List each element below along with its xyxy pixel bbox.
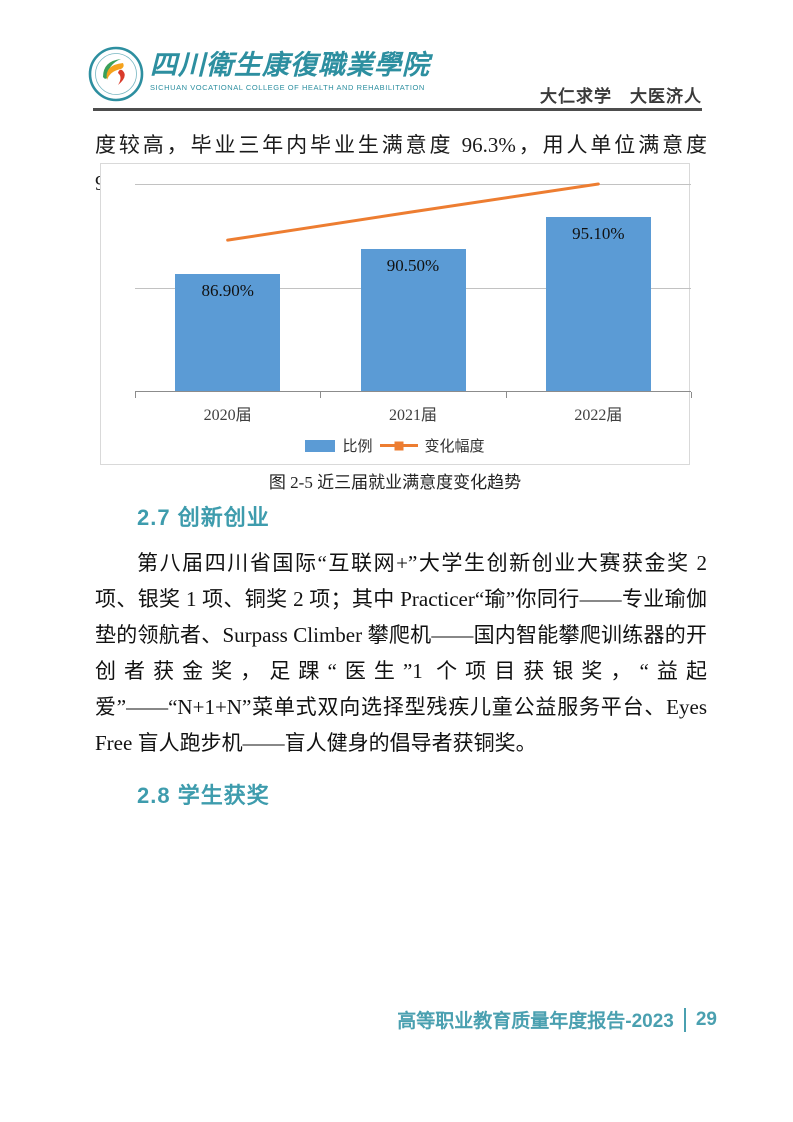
- college-name-en: SICHUAN VOCATIONAL COLLEGE OF HEALTH AND…: [150, 83, 425, 92]
- college-name-block: 四川衛生康復職業學院 SICHUAN VOCATIONAL COLLEGE OF…: [150, 46, 430, 92]
- section-heading-2-8: 2.8 学生获奖: [137, 783, 270, 808]
- bar-data-label: 90.50%: [386, 255, 440, 275]
- chart-legend: 比例 变化幅度: [101, 435, 689, 456]
- legend-line-marker-icon: [379, 441, 418, 450]
- section-2-7-body: 第八届四川省国际“互联网+”大学生创新创业大赛获金奖 2 项、银奖 1 项、铜奖…: [95, 551, 707, 755]
- x-axis-label-2021届: 2021届: [388, 407, 437, 424]
- legend-label-change: 变化幅度: [424, 439, 485, 455]
- footer-report-title: 高等职业教育质量年度报告-2023: [397, 1011, 674, 1032]
- figure-caption: 图 2-5 近三届就业满意度变化趋势: [268, 473, 522, 492]
- college-name-zh: 四川衛生康復職業學院: [150, 50, 430, 80]
- legend-label-ratio: 比例: [342, 439, 373, 455]
- bar-data-label: 95.10%: [572, 223, 625, 243]
- college-emblem-icon: [88, 46, 144, 102]
- bar-data-label: 86.90%: [201, 280, 254, 300]
- college-logo: 四川衛生康復職業學院 SICHUAN VOCATIONAL COLLEGE OF…: [88, 46, 430, 102]
- x-axis-tick: [320, 392, 322, 398]
- page-footer: 高等职业教育质量年度报告-2023 29: [397, 1006, 717, 1033]
- bar-2020届: 86.90%: [175, 273, 281, 391]
- trend-line: [226, 182, 600, 242]
- x-axis-tick: [505, 392, 507, 398]
- header-rule: [93, 108, 702, 111]
- footer-divider: [683, 1007, 686, 1032]
- x-axis-label-2022届: 2022届: [574, 407, 623, 424]
- satisfaction-trend-chart: 86.90% 90.50% 95.10% 2020届 2021届 2022届 比例 变化…: [100, 163, 692, 465]
- footer-page-number: 29: [695, 1008, 717, 1030]
- x-axis-tick: [135, 392, 136, 398]
- x-axis-tick: [691, 392, 692, 398]
- x-axis-label-2020届: 2020届: [203, 407, 252, 424]
- gridline-100: [135, 184, 691, 185]
- section-heading-2-7: 2.7 创新创业: [137, 505, 270, 530]
- bar-2022届: 95.10%: [545, 216, 651, 391]
- bar-2021届: 90.50%: [360, 248, 466, 391]
- college-motto: 大仁求学 大医济人: [540, 87, 702, 106]
- legend-bar-swatch-icon: [305, 439, 336, 452]
- chart-plot: 86.90% 90.50% 95.10%: [135, 182, 692, 398]
